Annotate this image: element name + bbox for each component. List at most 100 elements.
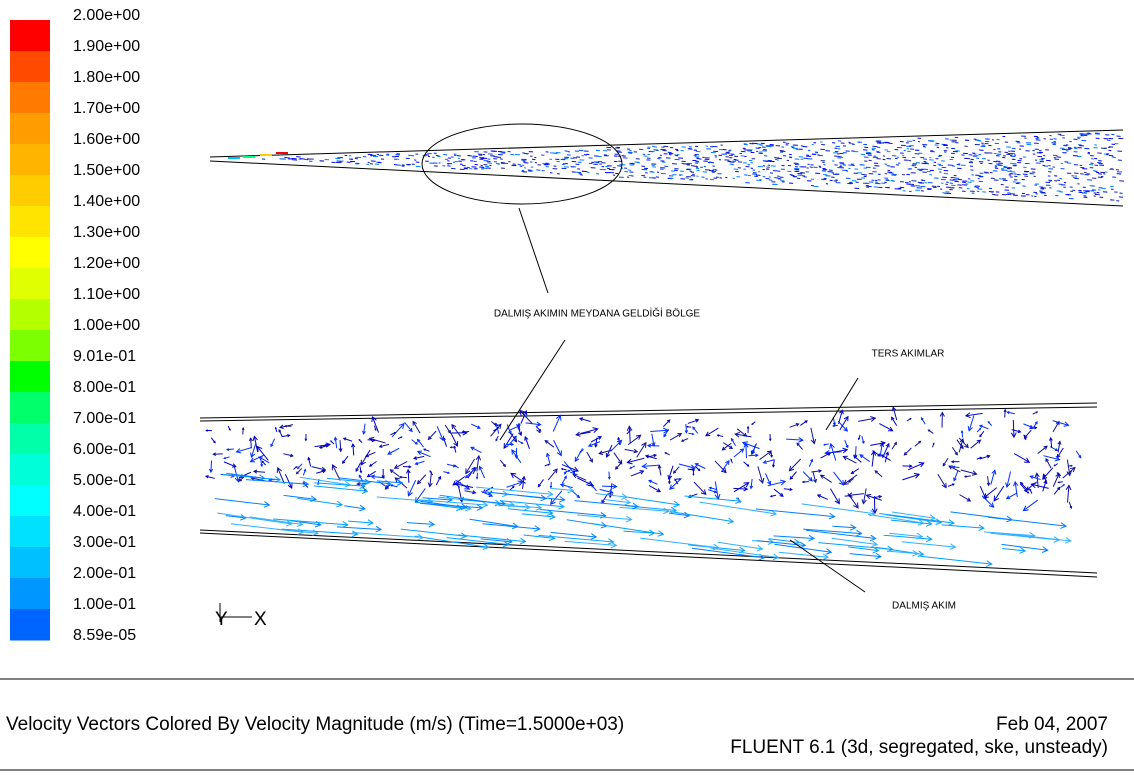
vector	[476, 487, 553, 494]
axis-label: Y	[215, 609, 228, 630]
colorbar-label: 6.00e-01	[73, 441, 136, 458]
lower-top-wall	[200, 403, 1097, 418]
vector	[282, 529, 358, 534]
vector	[642, 465, 660, 466]
vector	[971, 440, 981, 448]
vector	[217, 513, 292, 524]
vector	[551, 532, 597, 537]
vector-head	[687, 426, 688, 427]
colorbar-label: 1.10e+00	[73, 286, 140, 303]
annotation: DALMIŞ AKIM	[892, 601, 956, 612]
axis-label: X	[254, 609, 267, 630]
leader-line	[826, 378, 858, 430]
vector	[412, 440, 418, 444]
vector	[470, 519, 518, 526]
colorbar-cell	[10, 547, 50, 579]
vector	[452, 425, 461, 437]
vector	[832, 526, 855, 528]
vector	[538, 535, 613, 542]
vector	[875, 471, 882, 477]
vector	[390, 470, 399, 477]
vector	[545, 441, 554, 448]
vector	[614, 453, 622, 464]
colorbar-cell	[10, 82, 50, 114]
colorbar-cell	[10, 423, 50, 455]
vector	[453, 477, 465, 485]
vector	[418, 475, 426, 484]
vector-head	[994, 496, 999, 501]
vector	[1023, 500, 1037, 511]
vector	[482, 524, 539, 529]
vector	[692, 548, 764, 557]
vector	[821, 475, 832, 482]
vector	[592, 485, 597, 491]
colorbar-cell	[10, 516, 50, 548]
colorbar-label: 8.00e-01	[73, 379, 136, 396]
vector	[231, 524, 303, 533]
vector	[779, 552, 828, 557]
vector	[797, 443, 802, 449]
vector	[786, 439, 803, 440]
vector	[508, 509, 553, 513]
colorbar: 2.00e+001.90e+001.80e+001.70e+001.60e+00…	[10, 7, 140, 644]
colorbar-cell	[10, 609, 50, 641]
vector	[920, 556, 991, 564]
vector	[832, 538, 877, 544]
vector	[392, 424, 404, 437]
vector	[892, 443, 896, 450]
colorbar-cell	[10, 175, 50, 207]
caption-title: Velocity Vectors Colored By Velocity Mag…	[6, 714, 624, 735]
colorbar-label: 1.90e+00	[73, 38, 140, 55]
colorbar-label: 2.00e-01	[73, 565, 136, 582]
colorbar-cell	[10, 51, 50, 83]
annotation: TERS AKIMLAR	[872, 349, 945, 360]
vector	[915, 441, 921, 446]
vector	[343, 456, 348, 463]
vector	[1013, 420, 1014, 437]
vector	[1038, 446, 1047, 453]
leader-line	[519, 208, 548, 293]
vector	[884, 535, 932, 539]
vector	[904, 448, 911, 455]
vector-head	[1071, 465, 1072, 466]
vector	[611, 440, 622, 451]
vector	[801, 504, 875, 514]
vector	[803, 472, 812, 481]
vector	[500, 460, 505, 466]
vector	[670, 511, 733, 521]
colorbar-cell	[10, 330, 50, 362]
colorbar-label: 1.50e+00	[73, 162, 140, 179]
vector-head	[693, 474, 694, 475]
vector	[952, 447, 957, 455]
vector	[401, 529, 466, 536]
vector	[405, 422, 412, 431]
colorbar-cell	[10, 144, 50, 176]
vector	[640, 538, 718, 548]
vector	[257, 447, 268, 461]
vector	[1027, 482, 1037, 490]
annotation: DALMIŞ AKIMIN MEYDANA GELDİĞİ BÖLGE	[494, 307, 700, 320]
colorbar-cell	[10, 268, 50, 300]
vector	[844, 475, 857, 485]
vector-head	[679, 478, 680, 479]
vector	[1054, 487, 1059, 494]
vector	[902, 542, 956, 547]
colorbar-cell	[10, 237, 50, 269]
vector	[538, 479, 543, 486]
vector	[833, 472, 843, 485]
vector	[942, 525, 984, 528]
vector	[991, 533, 1060, 540]
vector	[988, 517, 1066, 526]
vector	[407, 523, 434, 525]
vector	[860, 455, 870, 462]
vector	[700, 502, 776, 514]
vector	[616, 462, 622, 469]
colorbar-cell	[10, 206, 50, 238]
vector	[790, 472, 796, 479]
vector	[418, 439, 424, 447]
colorbar-label: 8.59e-05	[73, 627, 136, 644]
vector	[246, 480, 308, 485]
leader-line	[500, 340, 565, 440]
vector	[854, 456, 862, 463]
vector	[760, 451, 772, 460]
